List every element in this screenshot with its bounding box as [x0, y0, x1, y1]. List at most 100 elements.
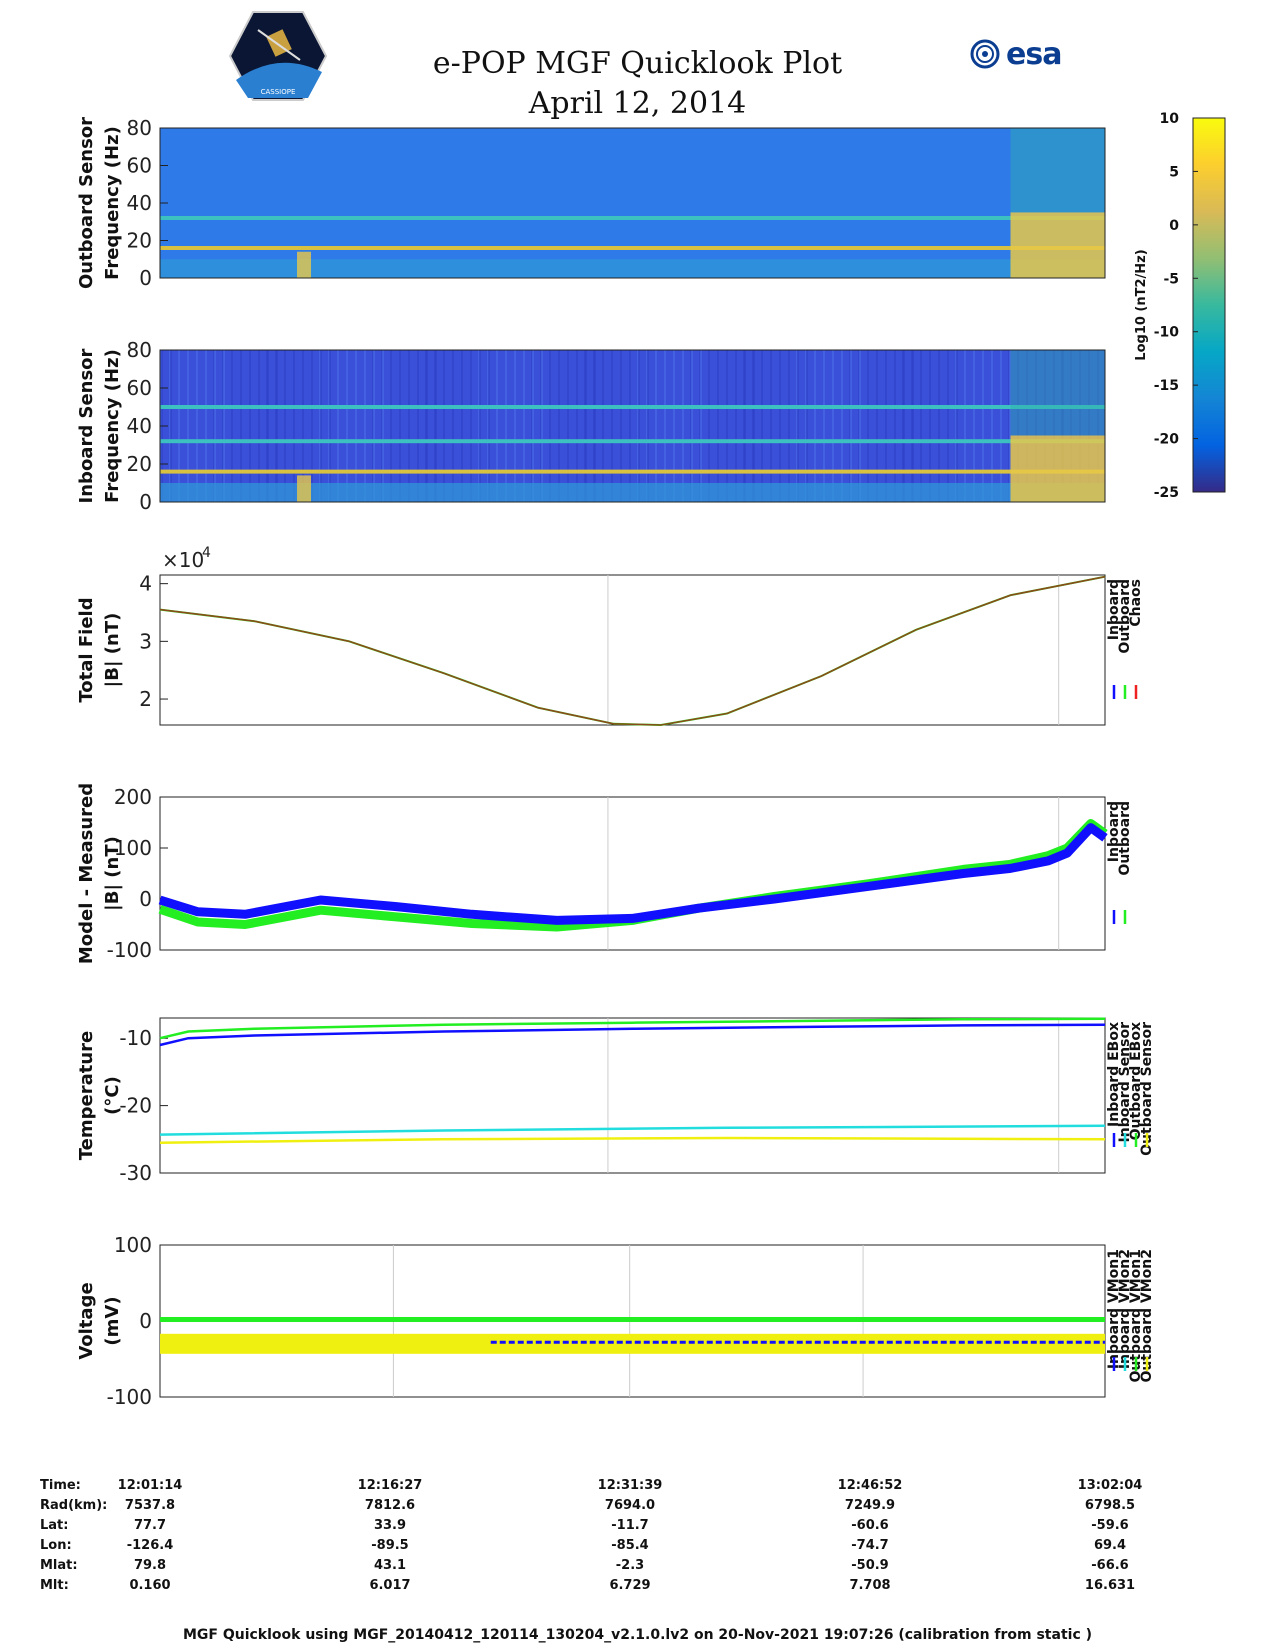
wave-burst: [1010, 435, 1105, 502]
y-tick-label: 0: [139, 1309, 152, 1333]
spectrogram-striation: [541, 350, 543, 502]
esa-wordmark: esa: [1006, 36, 1062, 72]
y-tick-label: 20: [127, 452, 152, 476]
spectrogram-striation: [443, 350, 445, 502]
y-axis-label: Frequency (Hz): [102, 126, 123, 280]
y-axis-label: Voltage: [76, 1282, 97, 1359]
legend-label: Outboard Sensor: [1139, 1022, 1155, 1156]
spectrogram-striation: [399, 350, 401, 502]
info-value: 69.4: [1093, 1538, 1127, 1553]
spectrogram-striation: [770, 350, 772, 502]
spectrogram-striation: [267, 350, 269, 502]
spectrogram-striation: [170, 350, 172, 502]
spectrogram-striation: [514, 350, 516, 502]
info-value: -11.7: [611, 1518, 649, 1533]
info-row-label: Lon:: [40, 1538, 72, 1553]
info-value: 6.729: [609, 1578, 651, 1593]
y-tick-label: -10: [119, 1026, 152, 1050]
info-value: 7249.9: [844, 1498, 896, 1513]
colorbar-tick-label: -25: [1154, 485, 1179, 501]
low-frequency-band: [160, 483, 1105, 502]
spectrogram-striation: [832, 350, 834, 502]
colorbar-tick-label: 5: [1169, 164, 1179, 180]
spectrogram-striation: [682, 350, 684, 502]
inboard-spectrogram: [159, 349, 1106, 503]
spectrogram-striation: [337, 350, 339, 502]
y-tick-label: 3: [139, 629, 152, 653]
legend-label: Inboard Sensor: [1117, 1022, 1133, 1143]
spectrogram-striation: [426, 350, 428, 502]
low-frequency-feature: [297, 251, 312, 278]
info-value: 7812.6: [364, 1498, 416, 1513]
spectrogram-striation: [346, 350, 348, 502]
info-row: Mlat: 79.8 43.1 -2.3 -50.9 -66.6: [0, 1558, 1275, 1578]
y-tick-label: 0: [139, 266, 152, 290]
info-row: Rad(km): 7537.8 7812.6 7694.0 7249.9 6798.5: [0, 1498, 1275, 1518]
temperature-inboard-ebox-line: [159, 1023, 1106, 1047]
wave-burst-upper: [1010, 350, 1105, 436]
legend-label: Outboard VMon2: [1139, 1249, 1155, 1383]
y-tick-label: 2: [139, 687, 152, 711]
y-tick-label: 100: [114, 1233, 152, 1257]
y-axis-label: (°C): [102, 1076, 123, 1115]
colorbar-tick-label: -20: [1154, 432, 1180, 448]
spectral-line-32hz: [160, 216, 1105, 220]
spectrogram-striation: [903, 350, 905, 502]
spectrogram-striation: [894, 350, 896, 502]
spectrogram-striation: [1044, 350, 1046, 502]
spectrogram-striation: [929, 350, 931, 502]
spectrogram-striation: [814, 350, 816, 502]
spectrogram-striation: [973, 350, 975, 502]
spectrogram-striation: [364, 350, 366, 502]
info-value: -74.7: [851, 1538, 889, 1553]
y-axis-label: Frequency (Hz): [102, 349, 123, 503]
spectrogram-striation: [240, 350, 242, 502]
y-tick-label: -30: [119, 1161, 152, 1185]
y-tick-label: -100: [107, 1385, 152, 1409]
spectrogram-striation: [496, 350, 498, 502]
info-value: 12:01:14: [117, 1478, 183, 1493]
spectrogram-striation: [461, 350, 463, 502]
spectral-line-16hz: [160, 469, 1105, 474]
info-value: 79.8: [133, 1558, 167, 1573]
spectrogram-striation: [673, 350, 675, 502]
spectrogram-striation: [797, 350, 799, 502]
esa-emblem-icon: [970, 39, 1000, 69]
temperature-inboard-sensor-line: [159, 1124, 1106, 1136]
low-frequency-band: [160, 259, 1105, 278]
spectrogram-striation: [284, 350, 286, 502]
spectrogram-striation: [231, 350, 233, 502]
total-field-chaos-line: [159, 575, 1106, 726]
spectrogram-striation: [1079, 350, 1081, 502]
spectrogram-striation: [417, 350, 419, 502]
spectrogram-striation: [187, 350, 189, 502]
y-axis-label: Model - Measured: [76, 783, 97, 964]
spectrogram-striation: [1097, 350, 1099, 502]
cassiope-caption: CASSIOPE: [261, 88, 296, 96]
spectrogram-striation: [1070, 350, 1072, 502]
spectrogram-striation: [947, 350, 949, 502]
spectrogram-striation: [841, 350, 843, 502]
spectrogram-striation: [249, 350, 251, 502]
info-value: 13:02:04: [1077, 1478, 1143, 1493]
legend-label: Inboard EBox: [1106, 1022, 1122, 1127]
spectrogram-striation: [876, 350, 878, 502]
y-tick-label: 20: [127, 229, 152, 253]
spectrogram-striation: [470, 350, 472, 502]
legend-label: Chaos: [1128, 579, 1144, 627]
spectrogram-striation: [982, 350, 984, 502]
spectrogram-striation: [452, 350, 454, 502]
legend-label: Inboard: [1106, 801, 1122, 862]
spectrogram-striation: [859, 350, 861, 502]
spectrogram-striation: [408, 350, 410, 502]
colorbar-label: Log10 (nT2/Hz): [1134, 249, 1149, 360]
spectrogram-striation: [488, 350, 490, 502]
y-axis-label: Temperature: [76, 1031, 97, 1160]
spectral-line-32hz: [160, 439, 1105, 444]
spectrogram-striation: [602, 350, 604, 502]
y-axis-label: Total Field: [76, 597, 97, 702]
y-axis-label: Outboard Sensor: [76, 117, 97, 289]
spectrogram-striation: [850, 350, 852, 502]
info-value: 77.7: [133, 1518, 167, 1533]
spectrogram-striation: [629, 350, 631, 502]
